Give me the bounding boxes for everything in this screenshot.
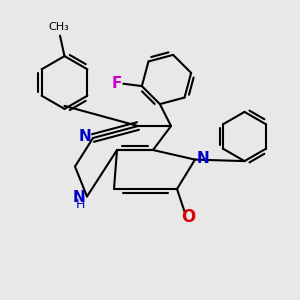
Text: N: N — [73, 190, 85, 206]
Text: H: H — [76, 198, 86, 212]
Text: CH₃: CH₃ — [48, 22, 69, 32]
Text: N: N — [196, 151, 209, 166]
Text: F: F — [111, 76, 122, 91]
Text: O: O — [181, 208, 196, 226]
Text: N: N — [79, 129, 92, 144]
